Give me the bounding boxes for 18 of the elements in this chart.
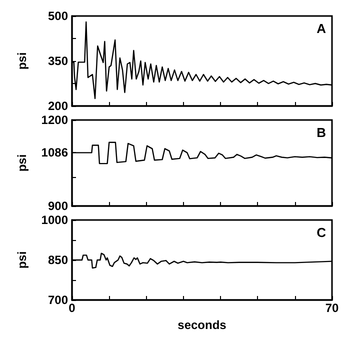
annotation: B	[316, 125, 326, 140]
annotation: C	[316, 225, 327, 240]
y-tick-label: 700	[48, 293, 68, 307]
y-tick-label: 1200	[41, 113, 68, 127]
y-tick-label: 1000	[41, 213, 68, 227]
y-tick-label: 500	[48, 9, 68, 23]
x-tick-label: 70	[325, 301, 339, 315]
annotation: A	[316, 21, 327, 36]
y-axis-title: psi	[15, 52, 29, 70]
y-tick-label: 900	[48, 199, 68, 213]
y-tick-label: 200	[48, 99, 68, 113]
y-tick-label: 850	[48, 253, 68, 267]
y-tick-label: 350	[48, 54, 68, 68]
x-axis-title: seconds	[178, 318, 227, 332]
y-axis-title: psi	[15, 251, 29, 269]
y-tick-label: 1086	[41, 146, 68, 160]
y-axis-title: psi	[15, 154, 29, 172]
x-tick-label: 0	[68, 301, 76, 315]
